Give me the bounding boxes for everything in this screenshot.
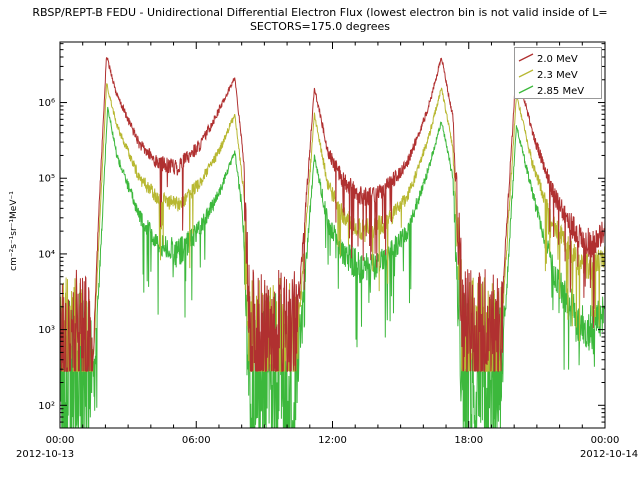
legend-line-sample bbox=[518, 53, 534, 62]
axis-labels: 00:00 06:00 12:00 18:00 00:00 10² 10³ 10⁴ 10⁵ 10⁶… bbox=[16, 98, 638, 460]
legend-label: 2.85 MeV bbox=[537, 86, 584, 97]
series-line-2-85-mev bbox=[60, 106, 605, 428]
plot-title: RBSP/REPT-B FEDU - Unidirectional Differ… bbox=[32, 6, 608, 19]
date-label-left: 2012-10-13 bbox=[16, 449, 74, 460]
series-group bbox=[60, 57, 605, 428]
legend-line-sample bbox=[518, 69, 534, 78]
legend-line-sample bbox=[518, 85, 534, 94]
x-tick-label: 18:00 bbox=[454, 435, 483, 446]
y-tick-label: 10⁵ bbox=[38, 174, 55, 185]
legend-label: 2.3 MeV bbox=[537, 70, 578, 81]
x-tick-label: 00:00 bbox=[46, 435, 75, 446]
plot-subtitle: SECTORS=175.0 degrees bbox=[249, 20, 391, 33]
y-tick-label: 10² bbox=[38, 401, 55, 412]
date-label-right: 2012-10-14 bbox=[580, 449, 638, 460]
y-tick-label: 10³ bbox=[38, 325, 55, 336]
legend-label: 2.0 MeV bbox=[537, 54, 578, 65]
axis-ticks bbox=[59, 42, 606, 428]
legend: 2.0 MeV 2.3 MeV 2.85 MeV bbox=[514, 47, 602, 99]
series-line-2-0-mev bbox=[60, 57, 605, 373]
x-tick-label: 12:00 bbox=[318, 435, 347, 446]
x-tick-label: 06:00 bbox=[182, 435, 211, 446]
y-tick-label: 10⁴ bbox=[38, 249, 55, 260]
y-tick-label: 10⁶ bbox=[38, 98, 55, 109]
series-line-2-3-mev bbox=[60, 83, 605, 372]
x-tick-label: 00:00 bbox=[591, 435, 620, 446]
